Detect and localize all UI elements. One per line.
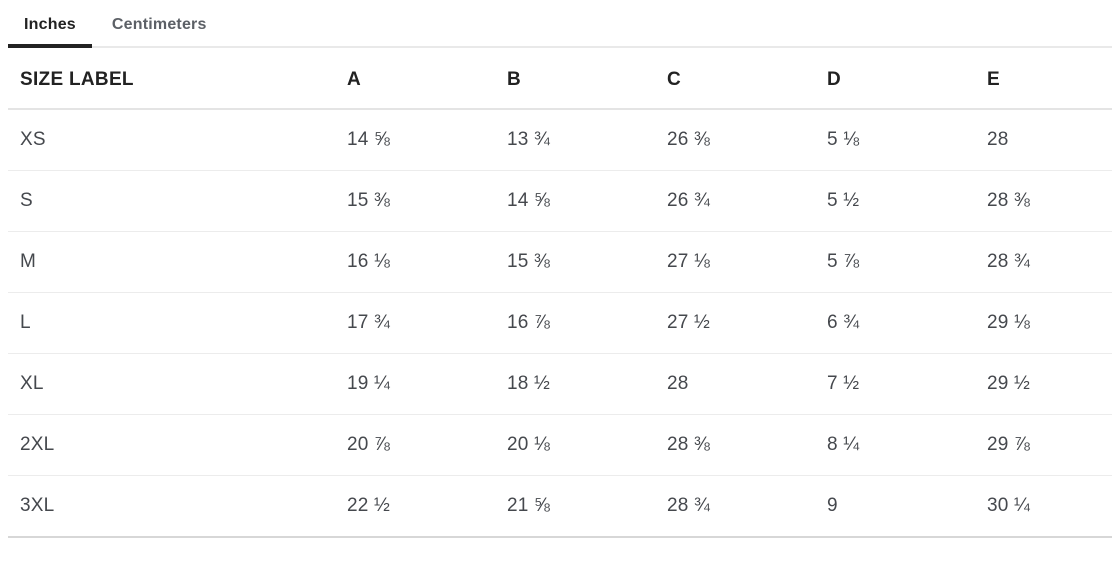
measurement-cell: 8 ¼	[815, 414, 975, 476]
size-label-cell: 2XL	[8, 414, 335, 476]
header-row: SIZE LABEL A B C D E	[8, 48, 1112, 110]
measurement-cell: 5 ⅛	[815, 109, 975, 171]
measurement-cell: 14 ⅝	[335, 109, 495, 171]
measurement-cell: 6 ¾	[815, 292, 975, 354]
measurement-cell: 5 ½	[815, 170, 975, 232]
measurement-cell: 27 ⅛	[655, 231, 815, 293]
measurement-cell: 28	[655, 353, 815, 415]
table-row: XL 19 ¼ 18 ½ 28 7 ½ 29 ½	[8, 353, 1112, 415]
measurement-cell: 18 ½	[495, 353, 655, 415]
measurement-cell: 30 ¼	[975, 475, 1112, 538]
size-label-cell: 3XL	[8, 475, 335, 538]
measurement-cell: 22 ½	[335, 475, 495, 538]
size-label-cell: XL	[8, 353, 335, 415]
column-header-c: C	[655, 48, 815, 110]
measurement-cell: 28 ¾	[655, 475, 815, 538]
measurement-cell: 13 ¾	[495, 109, 655, 171]
measurement-cell: 27 ½	[655, 292, 815, 354]
column-header-e: E	[975, 48, 1112, 110]
measurement-cell: 21 ⅝	[495, 475, 655, 538]
size-label-cell: S	[8, 170, 335, 232]
column-header-d: D	[815, 48, 975, 110]
measurement-cell: 15 ⅜	[495, 231, 655, 293]
measurement-cell: 16 ⅛	[335, 231, 495, 293]
measurement-cell: 17 ¾	[335, 292, 495, 354]
measurement-cell: 7 ½	[815, 353, 975, 415]
measurement-cell: 20 ⅞	[335, 414, 495, 476]
size-chart-panel: Inches Centimeters SIZE LABEL A B C D E …	[8, 0, 1112, 538]
measurement-cell: 9	[815, 475, 975, 538]
measurement-cell: 29 ½	[975, 353, 1112, 415]
column-header-a: A	[335, 48, 495, 110]
measurement-cell: 5 ⅞	[815, 231, 975, 293]
measurement-cell: 20 ⅛	[495, 414, 655, 476]
size-label-cell: L	[8, 292, 335, 354]
measurement-cell: 29 ⅛	[975, 292, 1112, 354]
measurement-cell: 29 ⅞	[975, 414, 1112, 476]
measurement-cell: 26 ⅜	[655, 109, 815, 171]
size-label-cell: XS	[8, 109, 335, 171]
size-label-cell: M	[8, 231, 335, 293]
measurement-cell: 16 ⅞	[495, 292, 655, 354]
unit-tabbar: Inches Centimeters	[8, 0, 1112, 48]
measurement-cell: 28 ⅜	[655, 414, 815, 476]
measurement-cell: 26 ¾	[655, 170, 815, 232]
tab-inches[interactable]: Inches	[8, 4, 92, 48]
measurement-cell: 28	[975, 109, 1112, 171]
tab-centimeters[interactable]: Centimeters	[111, 16, 207, 33]
table-row: 3XL 22 ½ 21 ⅝ 28 ¾ 9 30 ¼	[8, 475, 1112, 538]
measurement-cell: 14 ⅝	[495, 170, 655, 232]
column-header-b: B	[495, 48, 655, 110]
measurement-cell: 15 ⅜	[335, 170, 495, 232]
measurement-cell: 28 ¾	[975, 231, 1112, 293]
measurement-cell: 28 ⅜	[975, 170, 1112, 232]
measurement-cell: 19 ¼	[335, 353, 495, 415]
column-header-size-label: SIZE LABEL	[8, 48, 335, 110]
